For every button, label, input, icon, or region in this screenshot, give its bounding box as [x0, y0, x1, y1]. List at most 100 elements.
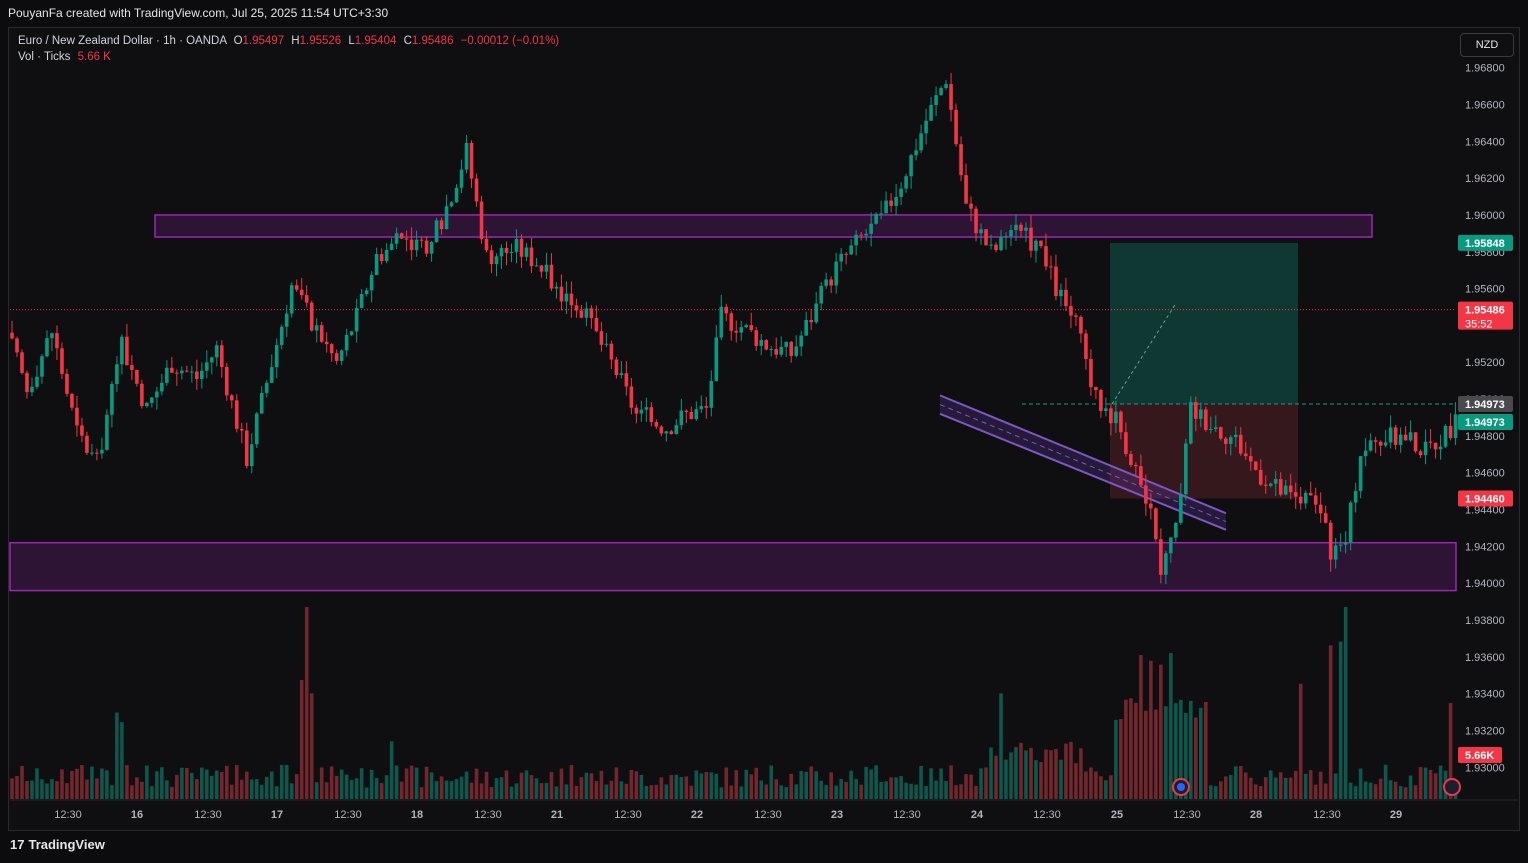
- candle[interactable]: [659, 426, 664, 434]
- candle[interactable]: [55, 333, 59, 349]
- candle[interactable]: [85, 435, 89, 453]
- candle[interactable]: [1124, 432, 1128, 455]
- candle[interactable]: [354, 307, 359, 332]
- candle[interactable]: [1428, 441, 1433, 443]
- candle[interactable]: [40, 356, 44, 377]
- candle[interactable]: [1348, 502, 1353, 543]
- candle[interactable]: [619, 373, 624, 376]
- candle[interactable]: [334, 353, 339, 361]
- candle[interactable]: [1443, 425, 1448, 447]
- candle[interactable]: [569, 293, 574, 306]
- candle[interactable]: [919, 133, 923, 151]
- candle[interactable]: [1338, 544, 1343, 546]
- candle[interactable]: [1323, 513, 1328, 523]
- candle[interactable]: [1174, 522, 1178, 538]
- candle[interactable]: [639, 409, 644, 414]
- candle[interactable]: [794, 346, 799, 356]
- candle[interactable]: [504, 247, 509, 253]
- candle[interactable]: [1144, 485, 1148, 504]
- candle[interactable]: [519, 238, 524, 257]
- candle[interactable]: [1089, 359, 1093, 388]
- candle[interactable]: [754, 330, 759, 346]
- candle[interactable]: [934, 95, 938, 106]
- candle[interactable]: [499, 247, 504, 257]
- candle[interactable]: [414, 239, 419, 251]
- candle[interactable]: [1333, 545, 1338, 560]
- candle[interactable]: [564, 293, 569, 302]
- candle[interactable]: [135, 369, 139, 384]
- candle[interactable]: [294, 285, 299, 290]
- candle[interactable]: [624, 373, 629, 387]
- candle[interactable]: [689, 411, 694, 420]
- candle[interactable]: [384, 249, 389, 262]
- candle[interactable]: [1413, 432, 1418, 452]
- candle[interactable]: [1189, 402, 1193, 444]
- candle[interactable]: [699, 406, 704, 410]
- candle[interactable]: [210, 357, 214, 363]
- candle[interactable]: [539, 265, 544, 272]
- candle[interactable]: [1149, 503, 1153, 509]
- symbol-title[interactable]: Euro / New Zealand Dollar · 1h · OANDA: [18, 35, 227, 47]
- candle[interactable]: [404, 238, 409, 240]
- candle[interactable]: [824, 279, 828, 286]
- candle[interactable]: [1328, 522, 1333, 560]
- candle[interactable]: [105, 414, 109, 450]
- candle[interactable]: [1368, 440, 1373, 451]
- candle[interactable]: [314, 325, 319, 331]
- candle[interactable]: [309, 302, 314, 331]
- candle[interactable]: [1438, 446, 1443, 450]
- candle[interactable]: [1074, 315, 1078, 317]
- candle[interactable]: [1194, 402, 1198, 419]
- candle[interactable]: [1318, 504, 1323, 514]
- candle[interactable]: [729, 313, 734, 331]
- candle[interactable]: [674, 425, 679, 435]
- candle[interactable]: [669, 431, 674, 435]
- candle[interactable]: [1433, 442, 1438, 450]
- candle[interactable]: [254, 413, 259, 445]
- candle[interactable]: [1218, 427, 1223, 439]
- candle[interactable]: [1243, 453, 1248, 457]
- candle[interactable]: [819, 285, 823, 304]
- candle[interactable]: [304, 295, 309, 303]
- candle[interactable]: [1408, 432, 1413, 441]
- candle[interactable]: [894, 196, 898, 206]
- candle[interactable]: [1179, 494, 1183, 523]
- candle[interactable]: [759, 340, 764, 346]
- candle[interactable]: [594, 317, 599, 332]
- candle[interactable]: [949, 84, 953, 110]
- volume-label[interactable]: Vol · Ticks: [18, 51, 71, 63]
- candle[interactable]: [1079, 316, 1083, 334]
- candle[interactable]: [579, 310, 584, 318]
- candle[interactable]: [839, 253, 843, 262]
- candle[interactable]: [904, 176, 908, 189]
- candle[interactable]: [1024, 227, 1028, 231]
- candle[interactable]: [829, 279, 833, 286]
- candle[interactable]: [35, 376, 39, 387]
- candle[interactable]: [989, 244, 993, 246]
- candle[interactable]: [914, 150, 918, 156]
- candle[interactable]: [884, 200, 888, 214]
- candle[interactable]: [709, 380, 714, 408]
- candle[interactable]: [909, 155, 913, 177]
- candle[interactable]: [1248, 456, 1253, 462]
- candle[interactable]: [1263, 484, 1268, 486]
- candle[interactable]: [50, 333, 54, 339]
- candle[interactable]: [185, 370, 189, 372]
- candle[interactable]: [60, 348, 64, 374]
- candle[interactable]: [349, 331, 354, 335]
- candle[interactable]: [1283, 485, 1288, 495]
- candle[interactable]: [554, 286, 559, 289]
- candle[interactable]: [864, 233, 868, 236]
- candle[interactable]: [1114, 411, 1118, 424]
- candle[interactable]: [150, 397, 154, 403]
- candle[interactable]: [869, 223, 873, 234]
- candle[interactable]: [899, 188, 903, 197]
- candle[interactable]: [1109, 408, 1113, 424]
- candle[interactable]: [120, 336, 124, 365]
- candle[interactable]: [1293, 492, 1298, 497]
- candle[interactable]: [269, 367, 274, 383]
- candle[interactable]: [814, 303, 818, 323]
- candle[interactable]: [719, 306, 724, 338]
- candle[interactable]: [434, 220, 439, 242]
- candle[interactable]: [1388, 427, 1393, 443]
